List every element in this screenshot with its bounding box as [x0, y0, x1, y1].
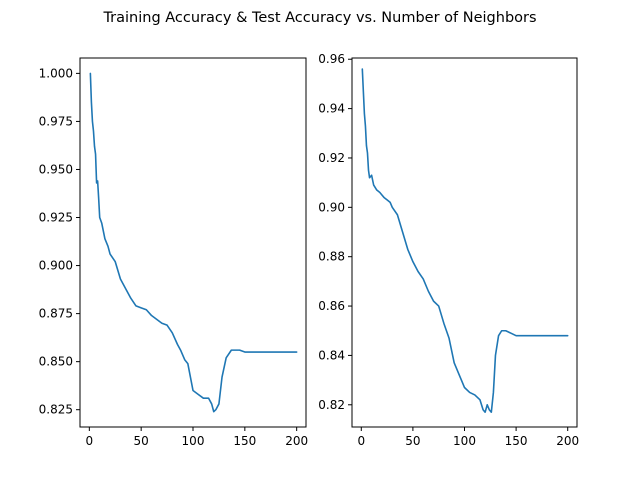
- left-y-tick-label: 0.900: [39, 259, 73, 273]
- right-x-tick-label: 150: [505, 434, 528, 448]
- left-y-tick-label: 0.975: [39, 114, 73, 128]
- right-x-tick-label: 200: [556, 434, 579, 448]
- right-x-tick-label: 100: [453, 434, 476, 448]
- right-series-line-0: [361, 68, 569, 413]
- left-x-tick-label: 100: [182, 434, 205, 448]
- right-y-tick-label: 0.82: [318, 398, 345, 412]
- left-y-tick-label: 0.850: [39, 355, 73, 369]
- right-y-tick-label: 0.86: [318, 299, 345, 313]
- left-x-tick-label: 0: [86, 434, 94, 448]
- left-y-tick-label: 1.000: [39, 66, 73, 80]
- right-y-tick-label: 0.88: [318, 250, 345, 264]
- right-y-tick-label: 0.84: [318, 348, 345, 362]
- right-x-tick-label: 0: [357, 434, 365, 448]
- left-y-tick-label: 0.925: [39, 211, 73, 225]
- right-y-tick-label: 0.92: [318, 151, 345, 165]
- left-x-tick-label: 150: [233, 434, 256, 448]
- figure-title: Training Accuracy & Test Accuracy vs. Nu…: [102, 10, 536, 26]
- left-y-tick-label: 0.950: [39, 162, 73, 176]
- left-y-tick-label: 0.875: [39, 307, 73, 321]
- right-y-tick-label: 0.94: [318, 102, 345, 116]
- right-subplot-test-accuracy: 0 50 100 150 200 0.82 0.84 0.86 0.88 0.90 0.92 0.94…: [318, 52, 579, 448]
- right-y-tick-label: 0.90: [318, 200, 345, 214]
- left-y-tick-label: 0.825: [39, 403, 73, 417]
- left-x-tick-label: 200: [285, 434, 308, 448]
- left-x-tick-label: 50: [134, 434, 149, 448]
- left-subplot-training-accuracy: 0 50 100 150 200 0.825 0.850 0.875 0.900 0.925 0.9…: [39, 57, 308, 448]
- left-series-line-0: [89, 72, 298, 413]
- right-y-tick-label: 0.96: [318, 52, 345, 66]
- right-x-tick-label: 50: [405, 434, 420, 448]
